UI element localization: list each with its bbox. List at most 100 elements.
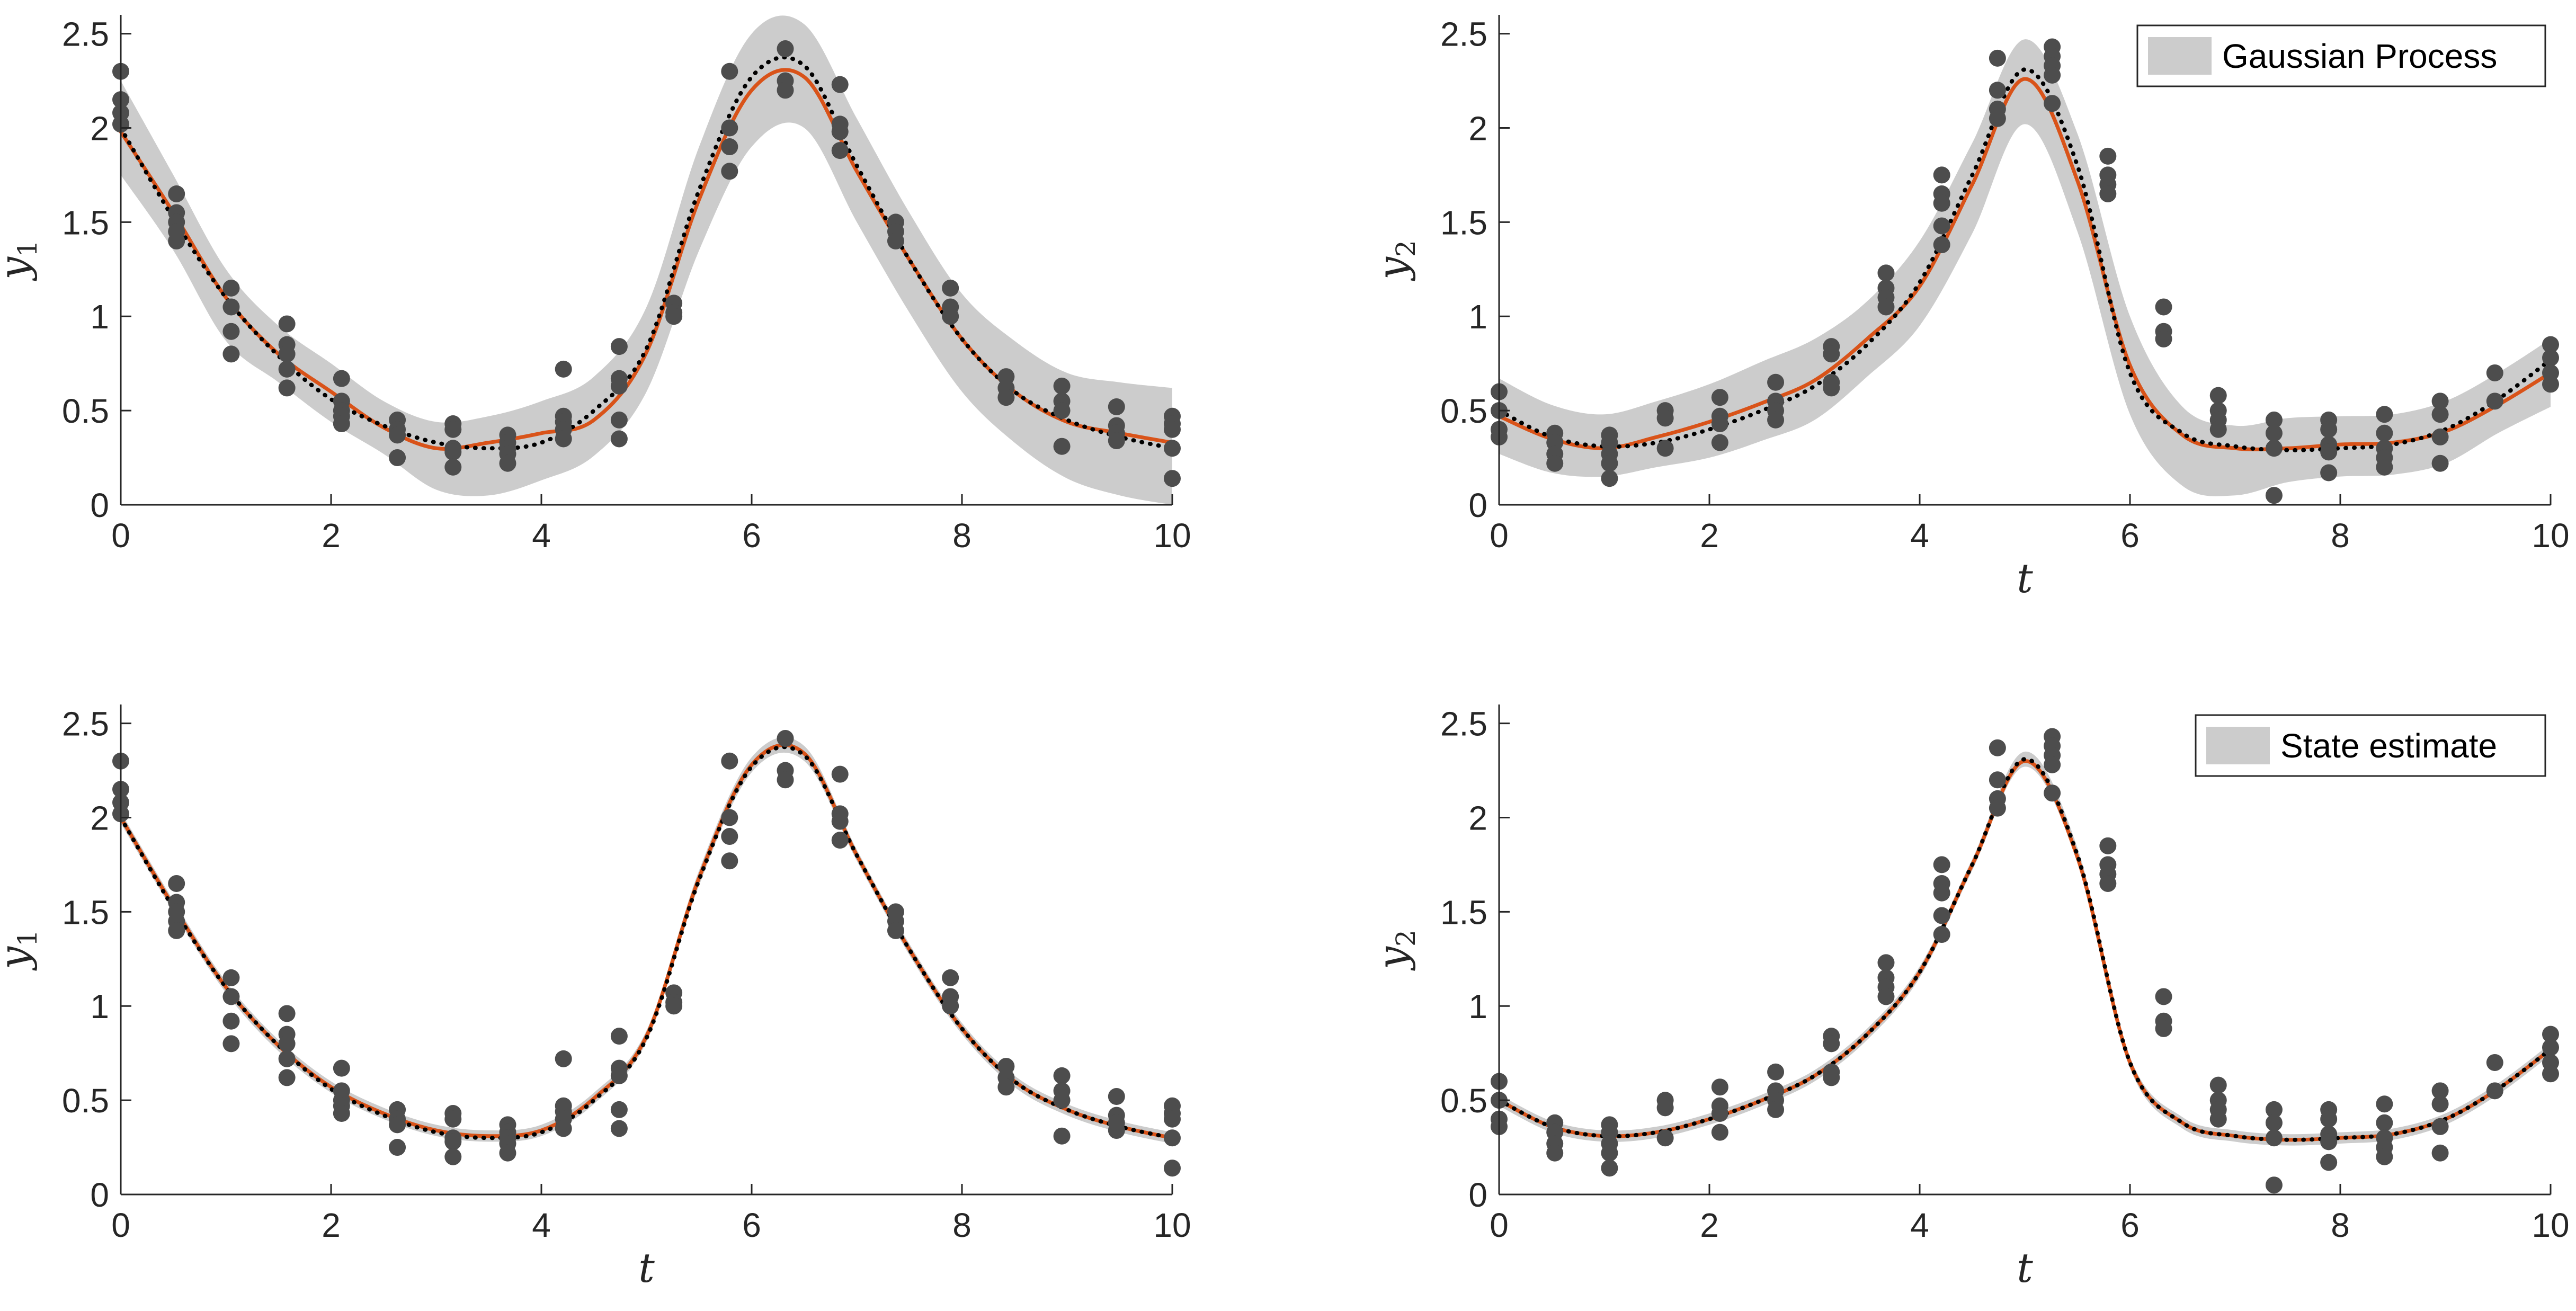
data-point: [2320, 1154, 2338, 1171]
data-point: [721, 63, 738, 80]
x-tick-label: 10: [1153, 1206, 1191, 1244]
data-point: [1601, 454, 1618, 472]
data-point: [1108, 398, 1125, 415]
data-point: [831, 765, 849, 783]
data-point: [222, 279, 240, 297]
x-tick-label: 0: [1490, 516, 1509, 555]
data-point: [1601, 470, 1618, 487]
data-point: [610, 1067, 628, 1084]
data-point: [1877, 264, 1895, 282]
data-point: [333, 1059, 350, 1077]
y-tick-label: 2.5: [62, 705, 109, 743]
data-point: [2431, 393, 2449, 410]
data-point: [2320, 464, 2338, 481]
y-axis-label-subscript: 1: [12, 930, 43, 947]
data-point: [610, 1028, 628, 1045]
data-point: [2376, 1114, 2393, 1131]
data-point: [2431, 1118, 2449, 1135]
data-point: [444, 1110, 462, 1128]
data-point: [2431, 454, 2449, 472]
data-point: [665, 308, 683, 325]
data-point: [997, 389, 1015, 406]
data-point: [831, 142, 849, 159]
y-axis-label: y1: [0, 930, 43, 971]
data-point: [1053, 1127, 1071, 1145]
data-point: [831, 832, 849, 849]
data-point: [222, 1012, 240, 1030]
legend-label: State estimate: [2280, 727, 2497, 765]
data-point: [278, 1069, 296, 1086]
estimate-line: [1497, 759, 2553, 1142]
data-point: [555, 360, 572, 378]
data-point: [2265, 440, 2283, 457]
data-point: [831, 123, 849, 140]
data-point: [2265, 1176, 2283, 1194]
data-point: [1601, 1160, 1618, 1177]
data-point: [278, 379, 296, 397]
data-point: [389, 1116, 406, 1134]
data-point: [278, 360, 296, 378]
y-tick-label: 1.5: [1440, 203, 1487, 242]
data-point: [721, 138, 738, 156]
data-point: [2431, 1095, 2449, 1113]
data-point: [1989, 110, 2006, 127]
data-point: [1164, 421, 1181, 438]
data-point: [1546, 1144, 1564, 1162]
data-point: [2155, 298, 2172, 316]
data-point: [2542, 1025, 2559, 1043]
data-point: [499, 1144, 516, 1162]
data-point: [1989, 49, 2006, 67]
data-point: [2542, 336, 2559, 353]
data-point: [1711, 389, 1728, 406]
y-tick-label: 1: [90, 298, 109, 336]
data-point: [222, 323, 240, 340]
data-point: [1164, 1160, 1181, 1177]
data-point: [2044, 784, 2061, 802]
data-point: [1053, 377, 1071, 395]
data-point: [610, 1101, 628, 1118]
x-tick-label: 10: [1153, 516, 1191, 555]
data-point: [942, 969, 959, 986]
x-tick-label: 4: [532, 1206, 551, 1244]
legend-label: Gaussian Process: [2222, 37, 2497, 75]
data-point: [222, 969, 240, 986]
data-point: [389, 449, 406, 467]
data-point: [168, 232, 185, 249]
data-point: [665, 997, 683, 1015]
data-point: [555, 1050, 572, 1067]
y-tick-label: 1.5: [1440, 893, 1487, 931]
data-point: [1989, 82, 2006, 99]
data-point: [2486, 393, 2503, 410]
y-tick-label: 2: [90, 799, 109, 837]
data-point: [2044, 66, 2061, 84]
y-tick-label: 2: [1468, 109, 1487, 147]
data-point: [555, 1120, 572, 1137]
x-tick-label: 2: [322, 516, 341, 555]
x-tick-label: 4: [532, 516, 551, 555]
data-point: [278, 1005, 296, 1022]
data-point: [831, 76, 849, 93]
x-tick-label: 2: [1700, 516, 1719, 555]
data-point: [1711, 1105, 1728, 1122]
data-point: [887, 232, 904, 249]
legend: State estimate: [2195, 714, 2546, 777]
data-point: [1164, 470, 1181, 487]
y-axis-label-base: y: [0, 256, 38, 281]
data-point: [444, 443, 462, 461]
data-point: [831, 813, 849, 830]
data-point: [2486, 1082, 2503, 1100]
x-tick-label: 8: [2331, 1206, 2350, 1244]
data-point: [1767, 1063, 1785, 1081]
data-point: [1933, 907, 1950, 924]
data-point: [2376, 1148, 2393, 1165]
y-tick-label: 0.5: [62, 392, 109, 430]
data-point: [333, 415, 350, 433]
data-point: [2265, 1101, 2283, 1118]
data-point: [222, 1035, 240, 1053]
data-point: [1053, 438, 1071, 455]
data-point: [1164, 440, 1181, 457]
data-point: [777, 82, 794, 99]
x-axis-label: t: [638, 1244, 655, 1291]
data-point: [1877, 298, 1895, 316]
